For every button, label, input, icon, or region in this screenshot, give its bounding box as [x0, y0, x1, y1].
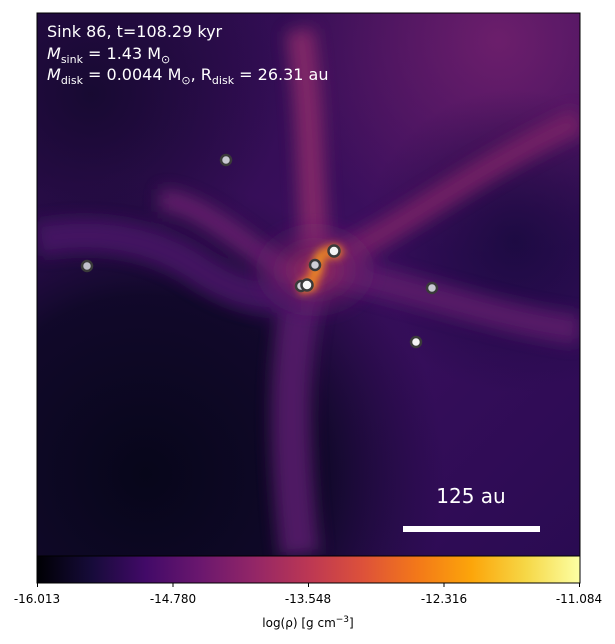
sink-2-marker [80, 259, 94, 273]
scale-bar [403, 526, 540, 532]
colorbar-tick-label: -14.780 [150, 592, 196, 606]
colorbar-tick-label: -11.084 [556, 592, 602, 606]
annotation-disk-props: Mdisk = 0.0044 M⊙, Rdisk = 26.31 au [47, 65, 328, 87]
colorbar-tick-label: -12.316 [421, 592, 467, 606]
sink-6-marker [300, 278, 314, 292]
annotation-line1: Sink 86, t=108.29 kyr [47, 22, 223, 41]
sink-1-marker [219, 153, 233, 167]
scale-bar-label: 125 au [436, 484, 505, 508]
sink-4-marker [308, 258, 322, 272]
colorbar [36, 555, 581, 584]
colorbar-tick-label: -16.013 [14, 592, 60, 606]
colorbar-ticks: -16.013 -14.780 -13.548 -12.316 -11.084 [14, 583, 602, 606]
colorbar-label: log(ρ) [g cm−3] [262, 615, 353, 630]
density-map: Sink 86, t=108.29 kyr Msink = 1.43 M⊙ Md… [37, 13, 580, 556]
annotation-sink-mass: Msink = 1.43 M⊙ [47, 44, 170, 66]
sink-3-marker [327, 244, 341, 258]
sink-8-marker [409, 335, 423, 349]
sink-7-marker [425, 281, 439, 295]
colorbar-tick-label: -13.548 [285, 592, 331, 606]
